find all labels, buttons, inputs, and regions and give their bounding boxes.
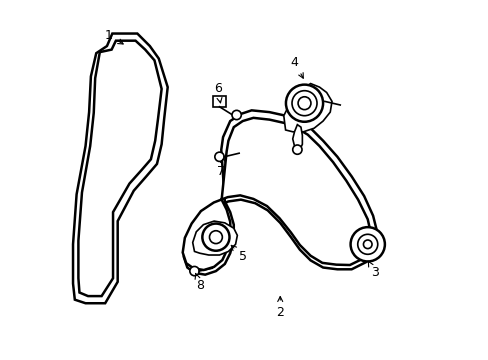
Circle shape <box>291 91 316 116</box>
Text: 5: 5 <box>231 246 246 263</box>
Polygon shape <box>292 125 302 150</box>
Text: 8: 8 <box>195 273 203 292</box>
Circle shape <box>231 111 241 120</box>
Polygon shape <box>78 41 162 296</box>
Circle shape <box>214 152 224 161</box>
Circle shape <box>189 266 199 276</box>
Circle shape <box>350 227 384 261</box>
Text: 6: 6 <box>213 82 222 103</box>
Text: 2: 2 <box>276 297 284 319</box>
Circle shape <box>292 145 302 154</box>
Circle shape <box>363 240 371 249</box>
Polygon shape <box>183 118 370 270</box>
Circle shape <box>202 224 229 251</box>
Text: 1: 1 <box>104 29 123 44</box>
Text: 3: 3 <box>367 261 378 279</box>
Text: 7: 7 <box>217 158 225 177</box>
Polygon shape <box>192 221 237 255</box>
Text: 4: 4 <box>290 55 303 78</box>
Polygon shape <box>283 84 331 132</box>
Circle shape <box>298 97 310 110</box>
FancyBboxPatch shape <box>213 96 225 107</box>
Circle shape <box>285 85 323 122</box>
Polygon shape <box>73 33 167 303</box>
Polygon shape <box>183 111 376 275</box>
Circle shape <box>209 231 222 244</box>
Circle shape <box>357 234 377 254</box>
